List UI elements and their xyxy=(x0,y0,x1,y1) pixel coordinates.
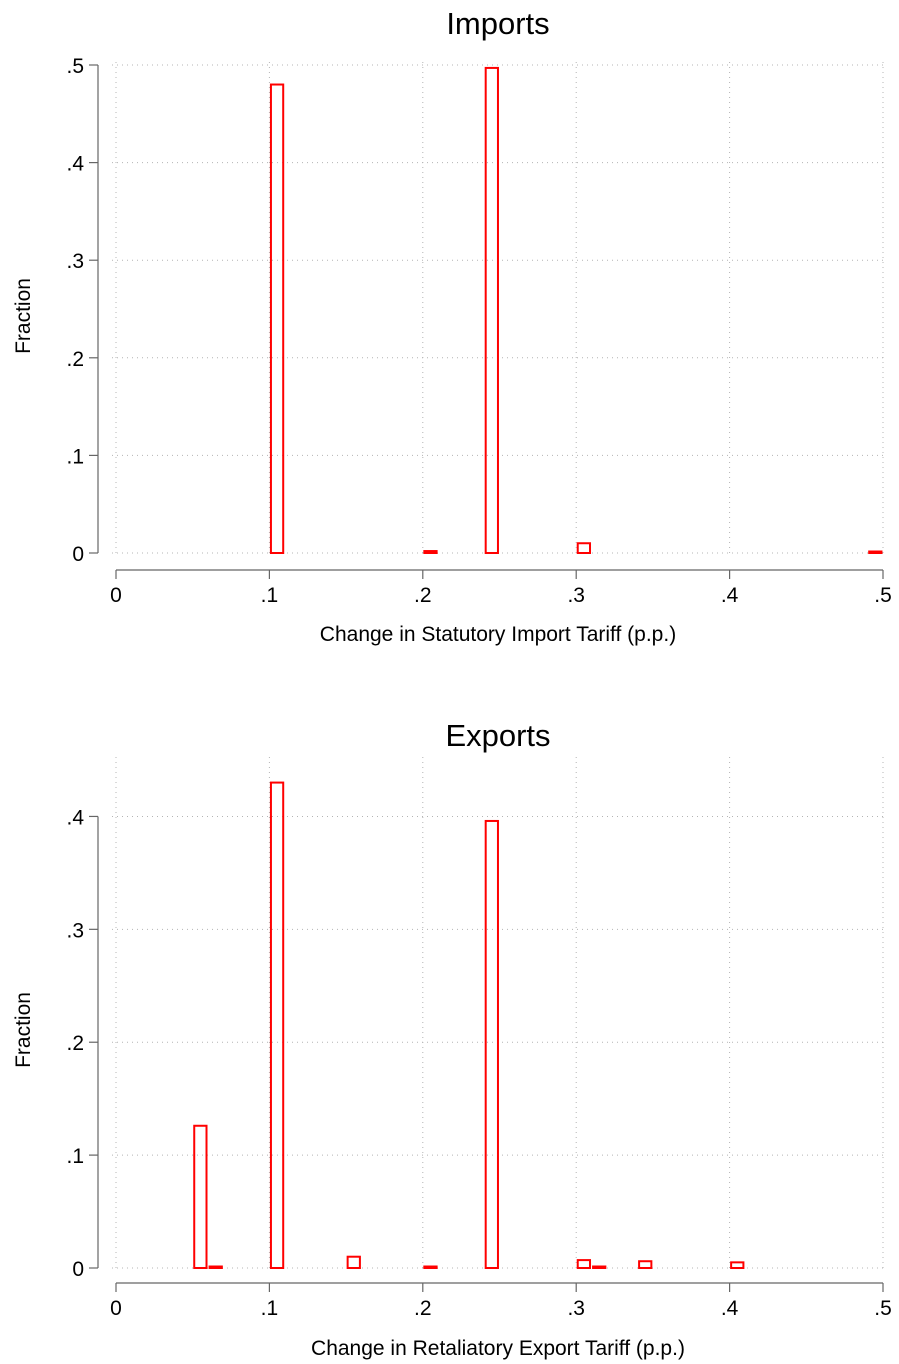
imports-x-tick-label: .2 xyxy=(414,584,432,607)
imports-x-tick-label: .4 xyxy=(721,584,739,607)
imports-bar xyxy=(484,66,499,554)
imports-x-tick-label: .1 xyxy=(261,584,279,607)
imports-title: Imports xyxy=(446,6,549,41)
exports-y-ticks: 0 .1 .2 .3 .4 xyxy=(66,806,99,1281)
imports-x-tick-label: .3 xyxy=(567,584,585,607)
exports-x-ticks: 0 .1 .2 .3 .4 .5 xyxy=(110,1282,892,1320)
exports-x-tick-label: .1 xyxy=(261,1297,279,1320)
exports-bar xyxy=(592,1265,607,1269)
exports-y-axis-label: Fraction xyxy=(12,992,35,1068)
exports-bar xyxy=(208,1265,223,1269)
exports-title: Exports xyxy=(445,718,550,753)
exports-x-tick-label: .4 xyxy=(721,1297,739,1320)
exports-bar xyxy=(423,1265,438,1269)
exports-bar xyxy=(346,1255,361,1269)
imports-gridlines xyxy=(112,62,885,555)
imports-y-ticks: 0 .1 .2 .3 .4 .5 xyxy=(66,55,99,566)
exports-y-tick-label: .1 xyxy=(66,1145,84,1168)
imports-y-tick-label: .1 xyxy=(66,445,84,468)
exports-y-tick-label: .2 xyxy=(66,1032,84,1055)
imports-y-tick-label: .2 xyxy=(66,348,84,371)
imports-x-axis-label: Change in Statutory Import Tariff (p.p.) xyxy=(320,623,676,646)
imports-bars xyxy=(269,66,883,555)
imports-x-ticks: 0 .1 .2 .3 .4 .5 xyxy=(110,569,892,607)
imports-x-tick-label: .5 xyxy=(874,584,892,607)
exports-x-tick-label: .5 xyxy=(874,1297,892,1320)
imports-bar xyxy=(868,550,883,554)
imports-bar xyxy=(423,550,438,554)
exports-bar xyxy=(484,819,499,1270)
exports-x-tick-label: 0 xyxy=(110,1297,122,1320)
exports-y-tick-label: .3 xyxy=(66,919,84,942)
imports-y-tick-label: .4 xyxy=(66,153,84,176)
imports-bar xyxy=(269,83,285,555)
exports-bar xyxy=(576,1259,592,1270)
imports-y-tick-label: .5 xyxy=(66,55,84,78)
exports-bars xyxy=(193,781,745,1270)
exports-x-tick-label: .2 xyxy=(414,1297,432,1320)
imports-bar xyxy=(576,542,592,554)
imports-y-axis-label: Fraction xyxy=(12,278,35,354)
imports-y-tick-label: .3 xyxy=(66,250,84,273)
exports-x-axis-label: Change in Retaliatory Export Tariff (p.p… xyxy=(311,1337,685,1360)
exports-x-tick-label: .3 xyxy=(567,1297,585,1320)
exports-bar xyxy=(730,1261,745,1270)
exports-bar xyxy=(269,781,285,1269)
exports-y-tick-label: .4 xyxy=(66,806,84,829)
exports-bar xyxy=(638,1260,653,1270)
exports-y-tick-label: 0 xyxy=(72,1258,84,1281)
imports-panel: Imports Fraction Change in Statutory Imp… xyxy=(12,6,892,646)
imports-y-tick-label: 0 xyxy=(72,543,84,566)
imports-x-tick-label: 0 xyxy=(110,584,122,607)
exports-panel: Exports Fraction Change in Retaliatory E… xyxy=(12,718,892,1360)
exports-gridlines xyxy=(112,757,885,1270)
exports-bar xyxy=(193,1124,208,1270)
